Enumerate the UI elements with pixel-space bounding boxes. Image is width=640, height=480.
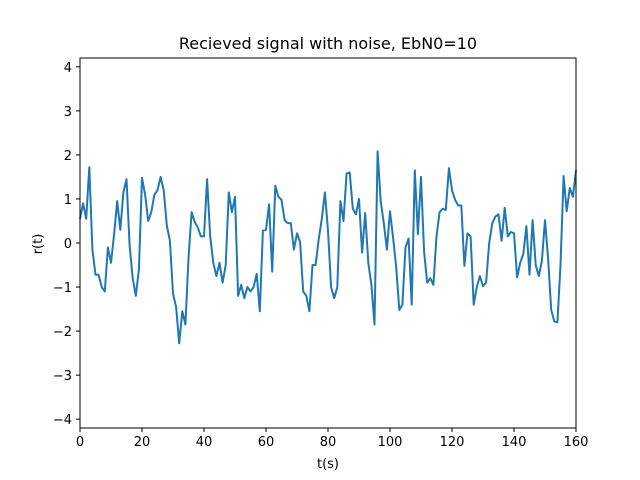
axes-frame [79,57,577,429]
x-tick-label: 140 [502,435,527,450]
y-tick-label: 4 [64,61,72,76]
x-axis-ticks: 0 20 40 60 80 100 120 140 160 [76,428,589,450]
series-line-0 [79,150,577,345]
x-tick-label: 80 [320,435,337,450]
y-tick-label: −1 [53,281,72,296]
y-tick-label: 0 [64,237,72,252]
x-tick-label: 0 [76,435,84,450]
y-axis-ticks: −4 −3 −2 −1 0 1 2 3 4 [53,61,80,428]
x-axis-label: t(s) [317,457,339,472]
y-axis-label: r(t) [31,234,46,255]
y-tick-label: −4 [53,413,72,428]
x-tick-label: 20 [134,435,151,450]
y-tick-label: 2 [64,149,72,164]
x-tick-label: 100 [378,435,403,450]
x-tick-label: 60 [258,435,275,450]
x-tick-label: 120 [440,435,465,450]
y-tick-label: −3 [53,369,72,384]
y-tick-label: 1 [64,193,72,208]
y-tick-label: −2 [53,325,72,340]
plot-area [79,150,577,345]
y-tick-label: 3 [64,105,72,120]
x-tick-label: 40 [196,435,213,450]
chart-title: Recieved signal with noise, EbN0=10 [179,34,477,53]
x-tick-label: 160 [564,435,589,450]
